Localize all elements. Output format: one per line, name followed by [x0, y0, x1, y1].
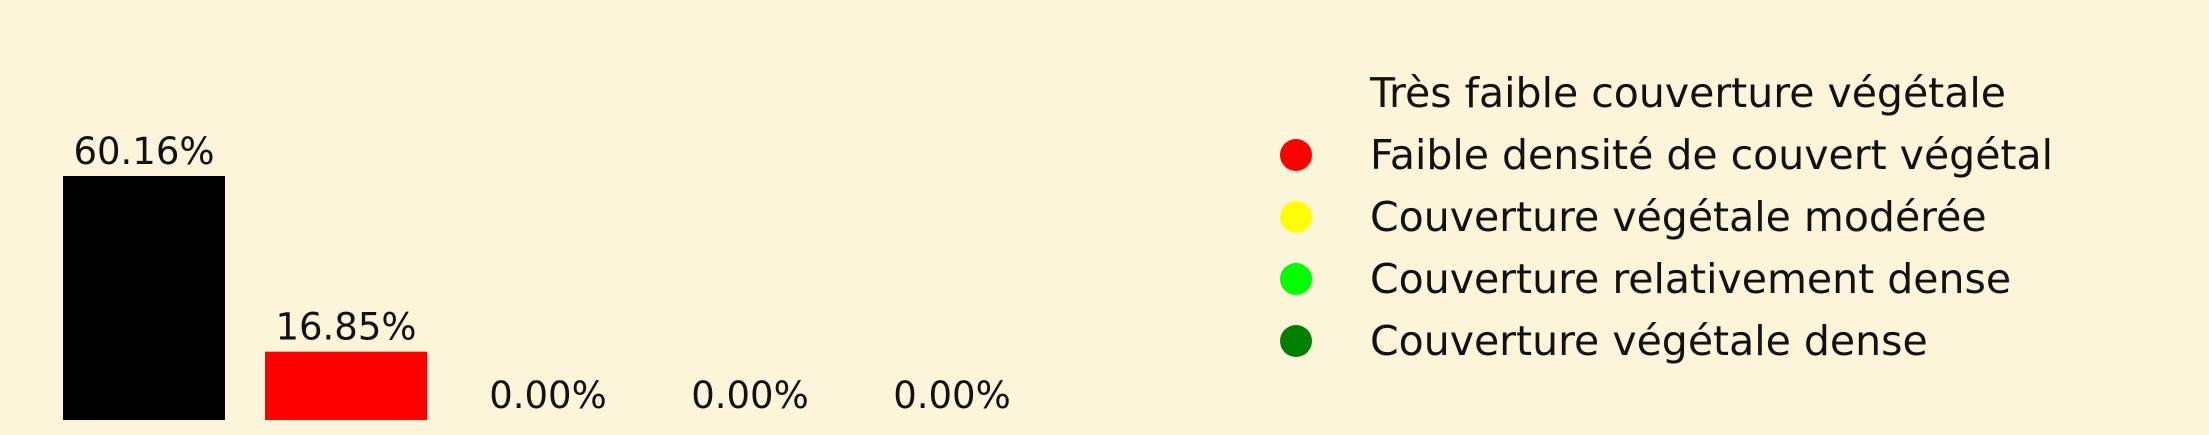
bar-value-label: 16.85%: [275, 306, 416, 349]
legend-item: Couverture végétale dense: [1280, 310, 2180, 372]
legend-item: Couverture végétale modérée: [1280, 186, 2180, 248]
legend-label: Faible densité de couvert végétal: [1370, 131, 2054, 179]
legend-item: Très faible couverture végétale: [1280, 62, 2180, 124]
legend-marker-icon: [1280, 325, 1312, 357]
legend-marker-icon: [1280, 139, 1312, 171]
chart-legend: Très faible couverture végétale Faible d…: [1280, 62, 2180, 372]
bar-value-label: 0.00%: [893, 374, 1011, 417]
bar-value-label: 60.16%: [73, 130, 214, 173]
bar-value-label: 0.00%: [489, 374, 607, 417]
legend-marker-icon: [1280, 263, 1312, 295]
legend-marker-icon: [1280, 77, 1312, 109]
bar-chart: 60.16% 16.85% 0.00% 0.00% 0.00%: [63, 130, 1011, 420]
legend-label: Très faible couverture végétale: [1370, 69, 2007, 117]
legend-label: Couverture relativement dense: [1370, 255, 2012, 303]
legend-label: Couverture végétale modérée: [1370, 193, 1987, 241]
bar: [63, 176, 225, 420]
bar: [265, 351, 427, 420]
bar-value-label: 0.00%: [691, 374, 809, 417]
legend-marker-icon: [1280, 201, 1312, 233]
legend-label: Couverture végétale dense: [1370, 317, 1928, 365]
legend-item: Faible densité de couvert végétal: [1280, 124, 2180, 186]
legend-item: Couverture relativement dense: [1280, 248, 2180, 310]
